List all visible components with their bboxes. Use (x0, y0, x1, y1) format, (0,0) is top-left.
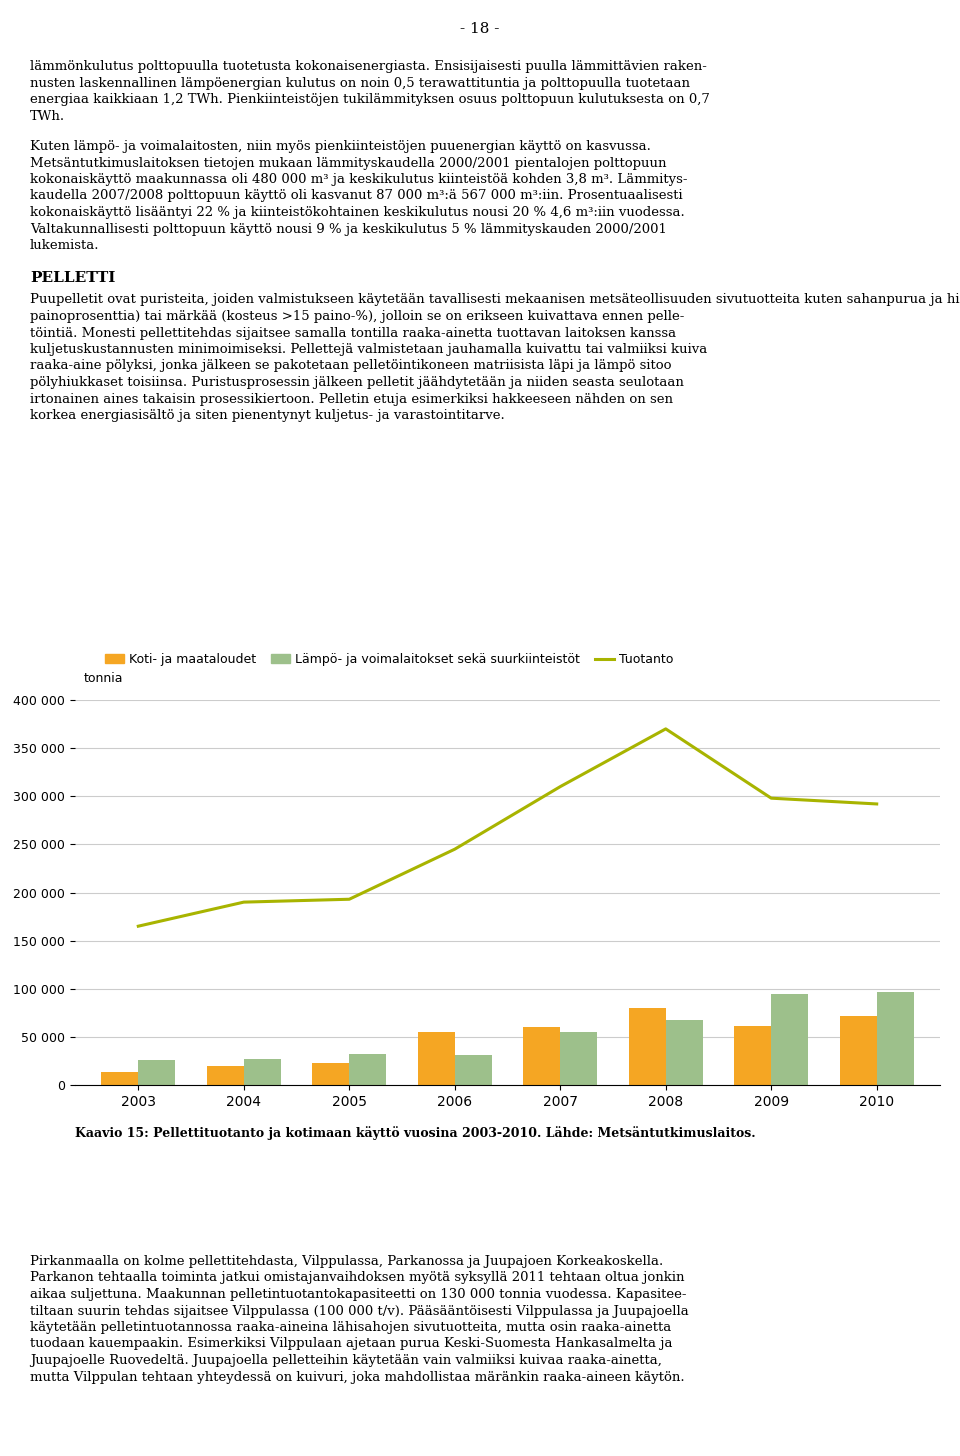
Text: PELLETTI: PELLETTI (30, 271, 115, 285)
Bar (349, 1054, 386, 1085)
Bar (455, 1056, 492, 1085)
Text: Valtakunnallisesti polttopuun käyttö nousi 9 % ja keskikulutus 5 % lämmityskaude: Valtakunnallisesti polttopuun käyttö nou… (30, 223, 667, 236)
Text: aikaa suljettuna. Maakunnan pelletintuotantokapasiteetti on 130 000 tonnia vuode: aikaa suljettuna. Maakunnan pelletintuot… (30, 1289, 686, 1302)
Text: pölyhiukkaset toisiinsa. Puristusprosessin jälkeen pelletit jäähdytetään ja niid: pölyhiukkaset toisiinsa. Puristusprosess… (30, 376, 684, 389)
Text: tuodaan kauempaakin. Esimerkiksi Vilppulaan ajetaan purua Keski-Suomesta Hankasa: tuodaan kauempaakin. Esimerkiksi Vilppul… (30, 1338, 673, 1351)
Text: energiaa kaikkiaan 1,2 TWh. Pienkiinteistöjen tukilämmityksen osuus polttopuun k: energiaa kaikkiaan 1,2 TWh. Pienkiinteis… (30, 93, 709, 106)
Text: käytetään pelletintuotannossa raaka-aineina lähisahojen sivutuotteita, mutta osi: käytetään pelletintuotannossa raaka-aine… (30, 1321, 671, 1334)
Text: TWh.: TWh. (30, 109, 65, 122)
Bar (523, 1028, 561, 1085)
Text: painoprosenttia) tai märkää (kosteus >15 paino-%), jolloin se on erikseen kuivat: painoprosenttia) tai märkää (kosteus >15… (30, 310, 684, 323)
Text: lukemista.: lukemista. (30, 239, 100, 252)
Bar (244, 1059, 280, 1085)
Bar (102, 1072, 138, 1085)
Text: - 18 -: - 18 - (460, 22, 500, 36)
Text: töintiä. Monesti pellettitehdas sijaitsee samalla tontilla raaka-ainetta tuottav: töintiä. Monesti pellettitehdas sijaitse… (30, 326, 676, 339)
Text: kuljetuskustannusten minimoimiseksi. Pellettejä valmistetaan jauhamalla kuivattu: kuljetuskustannusten minimoimiseksi. Pel… (30, 344, 708, 357)
Bar (734, 1026, 771, 1085)
Text: raaka-aine pölyksi, jonka jälkeen se pakotetaan pelletöintikoneen matriisista lä: raaka-aine pölyksi, jonka jälkeen se pak… (30, 360, 671, 373)
Bar (840, 1016, 876, 1085)
Text: Kaavio 15: Pellettituotanto ja kotimaan käyttö vuosina 2003-2010. Lähde: Metsänt: Kaavio 15: Pellettituotanto ja kotimaan … (75, 1125, 756, 1140)
Bar (665, 1019, 703, 1085)
Text: kokonaiskäyttö lisääntyi 22 % ja kiinteistökohtainen keskikulutus nousi 20 % 4,6: kokonaiskäyttö lisääntyi 22 % ja kiintei… (30, 205, 684, 218)
Bar (876, 992, 914, 1085)
Bar (561, 1032, 597, 1085)
Legend: Koti- ja maataloudet, Lämpö- ja voimalaitokset sekä suurkiinteistöt, Tuotanto: Koti- ja maataloudet, Lämpö- ja voimalai… (101, 648, 678, 671)
Text: tiltaan suurin tehdas sijaitsee Vilppulassa (100 000 t/v). Pääsääntöisesti Vilpp: tiltaan suurin tehdas sijaitsee Vilppula… (30, 1305, 688, 1318)
Bar (206, 1066, 244, 1085)
Text: kokonaiskäyttö maakunnassa oli 480 000 m³ ja keskikulutus kiinteistöä kohden 3,8: kokonaiskäyttö maakunnassa oli 480 000 m… (30, 173, 687, 186)
Bar (418, 1032, 455, 1085)
Text: Puupelletit ovat puristeita, joiden valmistukseen käytetään tavallisesti mekaani: Puupelletit ovat puristeita, joiden valm… (30, 294, 960, 307)
Text: nusten laskennallinen lämpöenergian kulutus on noin 0,5 terawattituntia ja poltt: nusten laskennallinen lämpöenergian kulu… (30, 77, 690, 89)
Text: Kuten lämpö- ja voimalaitosten, niin myös pienkiinteistöjen puuenergian käyttö o: Kuten lämpö- ja voimalaitosten, niin myö… (30, 140, 651, 153)
Text: Juupajoelle Ruovedeltä. Juupajoella pelletteihin käytetään vain valmiiksi kuivaa: Juupajoelle Ruovedeltä. Juupajoella pell… (30, 1354, 661, 1367)
Bar (771, 993, 808, 1085)
Bar (312, 1063, 349, 1085)
Text: korkea energiasisältö ja siten pienentynyt kuljetus- ja varastointitarve.: korkea energiasisältö ja siten pienentyn… (30, 409, 505, 422)
Bar (138, 1060, 176, 1085)
Text: irtonainen aines takaisin prosessikiertoon. Pelletin etuja esimerkiksi hakkeesee: irtonainen aines takaisin prosessikierto… (30, 393, 673, 406)
Text: Metsäntutkimuslaitoksen tietojen mukaan lämmityskaudella 2000/2001 pientalojen p: Metsäntutkimuslaitoksen tietojen mukaan … (30, 156, 666, 169)
Text: mutta Vilppulan tehtaan yhteydessä on kuivuri, joka mahdollistaa märänkin raaka-: mutta Vilppulan tehtaan yhteydessä on ku… (30, 1370, 684, 1383)
Text: Parkanon tehtaalla toiminta jatkui omistajanvaihdoksen myötä syksyllä 2011 tehta: Parkanon tehtaalla toiminta jatkui omist… (30, 1271, 684, 1284)
Text: lämmönkulutus polttopuulla tuotetusta kokonaisenergiasta. Ensisijaisesti puulla : lämmönkulutus polttopuulla tuotetusta ko… (30, 60, 707, 73)
Text: tonnia: tonnia (84, 671, 123, 684)
Text: Pirkanmaalla on kolme pellettitehdasta, Vilppulassa, Parkanossa ja Juupajoen Kor: Pirkanmaalla on kolme pellettitehdasta, … (30, 1255, 663, 1268)
Text: kaudella 2007/2008 polttopuun käyttö oli kasvanut 87 000 m³:ä 567 000 m³:iin. Pr: kaudella 2007/2008 polttopuun käyttö oli… (30, 189, 683, 202)
Bar (629, 1008, 665, 1085)
